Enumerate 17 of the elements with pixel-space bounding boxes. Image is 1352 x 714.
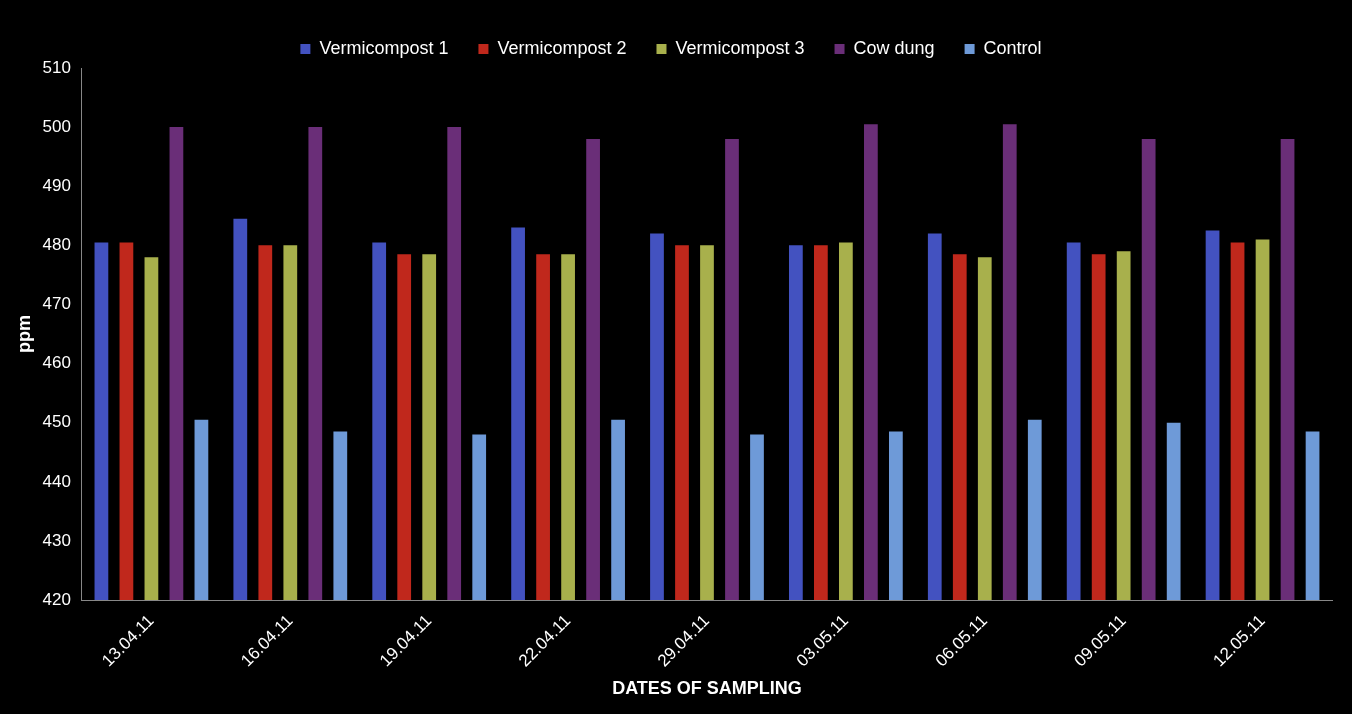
legend-label: Cow dung bbox=[853, 37, 935, 58]
y-tick-label: 420 bbox=[42, 589, 71, 609]
legend-label: Control bbox=[983, 37, 1042, 58]
y-tick-label: 460 bbox=[42, 353, 71, 373]
legend-label: Vermicompost 1 bbox=[319, 37, 449, 58]
y-tick-label: 450 bbox=[42, 412, 71, 432]
y-tick-label: 470 bbox=[42, 294, 71, 314]
x-axis-title: DATES OF SAMPLING bbox=[612, 678, 802, 699]
y-tick-label: 430 bbox=[42, 530, 71, 550]
y-tick-label: 480 bbox=[42, 235, 71, 255]
y-tick-label: 440 bbox=[42, 471, 71, 491]
legend-label: Vermicompost 3 bbox=[675, 37, 805, 58]
legend-label: Vermicompost 2 bbox=[497, 37, 627, 58]
y-tick-label: 490 bbox=[42, 175, 71, 195]
y-tick-label: 510 bbox=[42, 57, 71, 77]
y-axis-title: ppm bbox=[13, 315, 34, 354]
y-tick-label: 500 bbox=[42, 116, 71, 136]
